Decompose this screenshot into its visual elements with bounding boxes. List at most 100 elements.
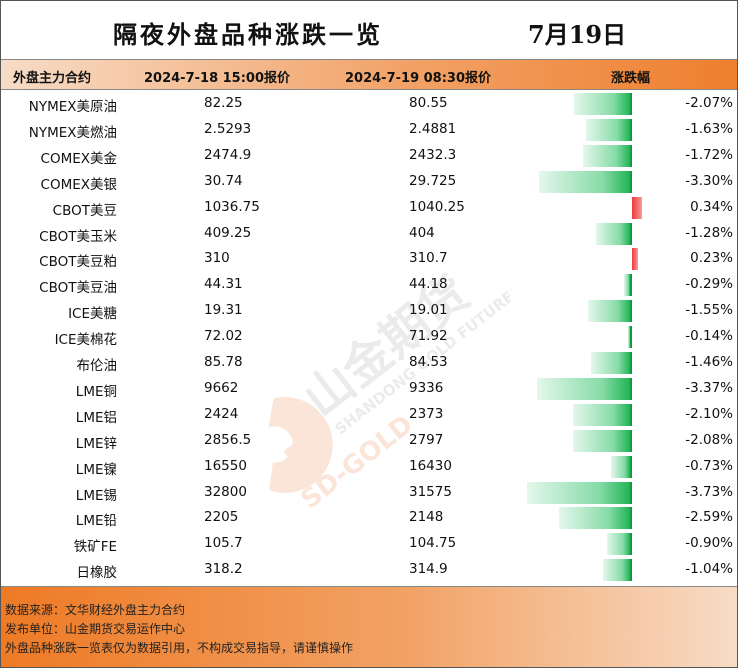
footer-source: 数据来源：文华财经外盘主力合约 — [5, 603, 186, 617]
prev-price: 318.2 — [204, 561, 243, 578]
contract-name: LME锌 — [75, 435, 117, 452]
contract-name: LME镍 — [75, 461, 117, 478]
change-percent: -0.29% — [685, 276, 733, 293]
contract-name: COMEX美银 — [40, 176, 117, 193]
curr-price: 16430 — [409, 457, 452, 474]
table-row: CBOT美玉米 409.25 404 -1.28% — [1, 221, 737, 247]
footer: 数据来源：文华财经外盘主力合约 发布单位：山金期货交易运作中心 外盘品种涨跌一览… — [1, 586, 737, 667]
contract-name: ICE美糖 — [68, 306, 117, 323]
prev-price: 1036.75 — [204, 198, 260, 215]
change-bar — [611, 455, 632, 478]
change-bar — [526, 481, 632, 504]
table-row: 布伦油 85.78 84.53 -1.46% — [1, 350, 737, 376]
table-row: NYMEX美原油 82.25 80.55 -2.07% — [1, 91, 737, 117]
table-row: LME铅 2205 2148 -2.59% — [1, 505, 737, 531]
curr-price: 2373 — [409, 405, 444, 422]
change-bar — [583, 144, 632, 167]
change-percent: -1.72% — [685, 146, 733, 163]
table-row: 铁矿FE 105.7 104.75 -0.90% — [1, 531, 737, 557]
change-bar — [602, 559, 632, 582]
table-row: CBOT美豆粕 310 310.7 0.23% — [1, 246, 737, 272]
change-percent: -1.46% — [685, 354, 733, 370]
footer-publisher: 发布单位：山金期货交易运作中心 — [5, 622, 186, 636]
change-bar — [588, 300, 632, 323]
change-percent: -0.14% — [685, 328, 733, 345]
change-percent: -0.90% — [685, 535, 733, 552]
table-row: CBOT美豆油 44.31 44.18 -0.29% — [1, 272, 737, 298]
contract-name: NYMEX美燃油 — [28, 124, 117, 141]
title-bar: 隔夜外盘品种涨跌一览 7月19日 — [1, 1, 737, 59]
curr-price: 310.7 — [409, 250, 448, 267]
contract-name: CBOT美豆粕 — [39, 254, 117, 271]
contract-name: LME铝 — [75, 409, 117, 426]
change-bar — [632, 196, 642, 219]
table-row: LME锌 2856.5 2797 -2.08% — [1, 428, 737, 454]
curr-price: 2432.3 — [409, 146, 457, 163]
table-row: LME铜 9662 9336 -3.37% — [1, 376, 737, 402]
report-date: 7月19日 — [528, 20, 627, 49]
change-bar — [573, 429, 632, 452]
prev-price: 310 — [204, 250, 230, 267]
prev-price: 72.02 — [204, 328, 243, 345]
prev-price: 409.25 — [204, 224, 252, 241]
change-bar — [573, 93, 632, 115]
change-percent: -2.08% — [685, 431, 733, 448]
prev-price: 44.31 — [204, 276, 243, 293]
curr-price: 29.725 — [409, 172, 457, 189]
change-percent: -3.73% — [685, 483, 733, 500]
prev-price: 82.25 — [204, 95, 243, 111]
prev-price: 85.78 — [204, 354, 243, 370]
change-percent: -3.37% — [685, 379, 733, 396]
header-contract: 外盘主力合约 — [13, 71, 92, 86]
curr-price: 31575 — [409, 483, 452, 500]
change-percent: -1.28% — [685, 224, 733, 241]
prev-price: 2424 — [204, 405, 239, 422]
change-percent: -1.55% — [685, 302, 733, 319]
header-change: 涨跌幅 — [611, 71, 651, 86]
curr-price: 80.55 — [409, 95, 448, 111]
table-row: COMEX美银 30.74 29.725 -3.30% — [1, 169, 737, 195]
header-prev-price: 2024-7-18 15:00报价 — [144, 71, 291, 86]
table-header: 外盘主力合约 2024-7-18 15:00报价 2024-7-19 08:30… — [1, 59, 737, 90]
curr-price: 104.75 — [409, 535, 457, 552]
footer-disclaimer: 外盘品种涨跌一览表仅为数据引用，不构成交易指导，请谨慎操作 — [5, 641, 354, 655]
change-percent: 0.23% — [690, 250, 733, 267]
prev-price: 2474.9 — [204, 146, 252, 163]
table-row: NYMEX美燃油 2.5293 2.4881 -1.63% — [1, 117, 737, 143]
change-bar — [558, 507, 632, 530]
prev-price: 2205 — [204, 509, 239, 526]
contract-name: ICE美棉花 — [54, 332, 117, 349]
contract-name: LME锡 — [75, 487, 117, 504]
table-row: CBOT美豆 1036.75 1040.25 0.34% — [1, 195, 737, 221]
table-row: ICE美糖 19.31 19.01 -1.55% — [1, 298, 737, 324]
change-percent: 0.34% — [690, 198, 733, 215]
prev-price: 32800 — [204, 483, 247, 500]
curr-price: 44.18 — [409, 276, 448, 293]
curr-price: 71.92 — [409, 328, 448, 345]
change-bar — [632, 248, 639, 271]
contract-name: CBOT美豆 — [52, 202, 117, 219]
change-percent: -1.04% — [685, 561, 733, 578]
page-title: 隔夜外盘品种涨跌一览 — [113, 20, 383, 49]
curr-price: 84.53 — [409, 354, 448, 370]
change-bar — [595, 222, 632, 245]
change-bar — [628, 326, 632, 349]
contract-name: LME铜 — [75, 383, 117, 400]
prev-price: 30.74 — [204, 172, 243, 189]
change-percent: -2.59% — [685, 509, 733, 526]
curr-price: 2.4881 — [409, 120, 457, 137]
contract-name: COMEX美金 — [40, 150, 117, 167]
curr-price: 2797 — [409, 431, 444, 448]
contract-name: 布伦油 — [76, 358, 118, 374]
prev-price: 19.31 — [204, 302, 243, 319]
change-percent: -0.73% — [685, 457, 733, 474]
change-bar — [606, 533, 632, 556]
change-percent: -1.63% — [685, 120, 733, 137]
curr-price: 1040.25 — [409, 198, 465, 215]
table-row: 日橡胶 318.2 314.9 -1.04% — [1, 557, 737, 583]
table-row: LME锡 32800 31575 -3.73% — [1, 480, 737, 506]
change-bar — [586, 118, 632, 141]
change-percent: -3.30% — [685, 172, 733, 189]
change-bar — [572, 403, 632, 426]
curr-price: 9336 — [409, 379, 444, 396]
